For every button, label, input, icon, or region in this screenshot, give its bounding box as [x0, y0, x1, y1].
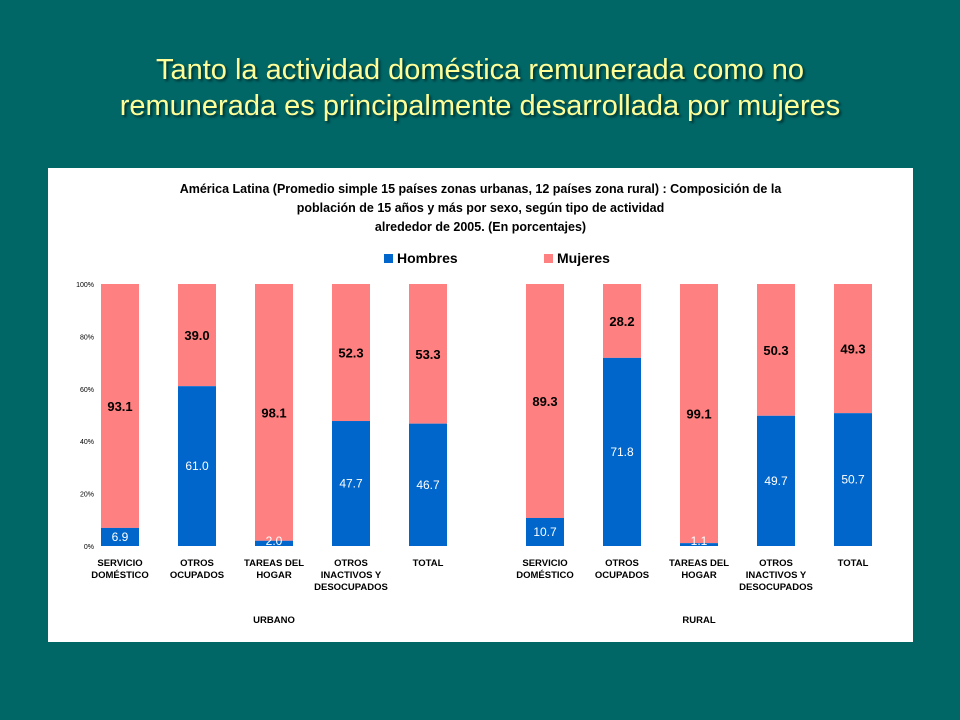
category-label: INACTIVOS Y	[746, 570, 807, 581]
data-label-hombres: 71.8	[610, 445, 634, 459]
data-label-mujeres: 50.3	[763, 343, 788, 358]
data-label-mujeres: 52.3	[338, 346, 363, 361]
chart-title-line-3: alrededor de 2005. (En porcentajes)	[374, 220, 587, 234]
category-label: DESOCUPADOS	[314, 582, 388, 593]
bar-segment-mujeres	[526, 284, 564, 518]
data-label-mujeres: 53.3	[415, 347, 440, 362]
category-label: OCUPADOS	[595, 570, 649, 581]
chart-panel: América Latina (Promedio simple 15 paíse…	[48, 168, 913, 642]
data-label-hombres: 2.0	[266, 534, 283, 548]
category-label: TOTAL	[413, 558, 444, 569]
data-label-hombres: 10.7	[533, 525, 557, 539]
bar-segment-hombres	[603, 357, 641, 546]
y-tick-label: 40%	[80, 439, 94, 446]
slide-title-line-2: remunerada es principalmente desarrollad…	[119, 90, 841, 122]
y-tick-label: 0%	[84, 544, 94, 551]
bar-segment-mujeres	[332, 284, 370, 422]
category-label: DESOCUPADOS	[739, 582, 813, 593]
legend-label-mujeres: Mujeres	[557, 250, 610, 266]
bar-segment-hombres	[332, 421, 370, 546]
category-label: OTROS	[759, 558, 793, 569]
bar-segment-hombres	[178, 386, 216, 546]
data-label-hombres: 46.7	[416, 478, 440, 492]
chart-title: América Latina (Promedio simple 15 paíse…	[48, 180, 913, 237]
category-label: TOTAL	[838, 558, 869, 569]
slide-title: Tanto la actividad doméstica remunerada …	[0, 52, 960, 124]
bar-segment-mujeres	[680, 284, 718, 544]
bar-segment-mujeres	[255, 284, 293, 541]
legend-item-hombres: Hombres	[384, 250, 458, 266]
category-label: HOGAR	[256, 570, 292, 581]
legend-item-mujeres: Mujeres	[544, 250, 610, 266]
slide-title-line-1: Tanto la actividad doméstica remunerada …	[155, 54, 805, 86]
category-label: SERVICIO	[522, 558, 567, 569]
category-label: SERVICIO	[97, 558, 142, 569]
bar-segment-hombres	[757, 415, 795, 546]
data-label-mujeres: 98.1	[261, 405, 286, 420]
category-label: TAREAS DEL	[669, 558, 729, 569]
category-label: HOGAR	[681, 570, 717, 581]
chart-legend: Hombres Mujeres	[48, 250, 913, 270]
bar-segment-hombres	[834, 413, 872, 546]
data-label-mujeres: 28.2	[609, 314, 634, 329]
bar-segment-hombres	[101, 527, 139, 546]
category-label: TAREAS DEL	[244, 558, 304, 569]
data-label-mujeres: 93.1	[107, 399, 132, 414]
data-label-hombres: 47.7	[339, 477, 363, 491]
bar-segment-mujeres	[834, 284, 872, 414]
bar-segment-mujeres	[178, 284, 216, 387]
data-label-mujeres: 99.1	[686, 407, 711, 422]
category-label: OTROS	[334, 558, 368, 569]
bar-segment-mujeres	[409, 284, 447, 424]
data-label-hombres: 50.7	[841, 473, 865, 487]
data-label-hombres: 1.1	[691, 534, 708, 548]
data-label-hombres: 6.9	[112, 530, 129, 544]
bar-segment-hombres	[680, 543, 718, 546]
legend-swatch-mujeres	[544, 253, 553, 263]
group-label-rural: RURAL	[682, 615, 715, 626]
legend-swatch-hombres	[384, 253, 393, 263]
y-tick-label: 100%	[76, 282, 94, 289]
group-label-urbano: URBANO	[253, 615, 295, 626]
y-tick-label: 60%	[80, 387, 94, 394]
category-label: OTROS	[180, 558, 214, 569]
category-label: DOMÉSTICO	[516, 570, 574, 581]
y-tick-label: 20%	[80, 492, 94, 499]
data-label-mujeres: 49.3	[840, 342, 865, 357]
chart-title-line-2: población de 15 años y más por sexo, seg…	[296, 201, 665, 215]
category-label: OTROS	[605, 558, 639, 569]
category-label: OCUPADOS	[170, 570, 224, 581]
category-label: DOMÉSTICO	[91, 570, 149, 581]
chart-title-line-1: América Latina (Promedio simple 15 paíse…	[179, 182, 782, 196]
bar-segment-mujeres	[603, 284, 641, 358]
bar-segment-hombres	[255, 540, 293, 546]
bar-segment-hombres	[526, 517, 564, 546]
category-label: INACTIVOS Y	[321, 570, 382, 581]
legend-label-hombres: Hombres	[397, 250, 458, 266]
data-label-hombres: 49.7	[764, 474, 788, 488]
bar-segment-mujeres	[101, 284, 139, 528]
data-label-mujeres: 39.0	[184, 328, 209, 343]
stacked-bar-chart: 0%20%40%60%80%100%93.16.9SERVICIODOMÉSTI…	[76, 282, 872, 626]
data-label-mujeres: 89.3	[532, 394, 557, 409]
data-label-hombres: 61.0	[185, 459, 209, 473]
bar-segment-hombres	[409, 423, 447, 546]
bar-segment-mujeres	[757, 284, 795, 416]
y-tick-label: 80%	[80, 334, 94, 341]
